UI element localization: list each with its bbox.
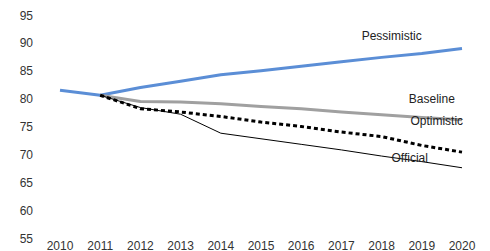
y-tick-label: 75 xyxy=(20,120,34,134)
series-line xyxy=(60,48,462,95)
x-tick-label: 2015 xyxy=(248,239,275,251)
y-tick-label: 90 xyxy=(20,36,34,50)
x-tick-label: 2014 xyxy=(207,239,234,251)
plot-area xyxy=(60,48,462,167)
x-tick-label: 2016 xyxy=(288,239,315,251)
series-line xyxy=(100,95,462,120)
y-tick-label: 70 xyxy=(20,148,34,162)
x-tick-label: 2011 xyxy=(87,239,113,251)
y-tick-label: 55 xyxy=(20,232,34,246)
y-tick-label: 60 xyxy=(20,204,34,218)
series-label: Optimistic xyxy=(410,114,463,128)
x-tick-label: 2010 xyxy=(47,239,74,251)
y-tick-label: 65 xyxy=(20,176,34,190)
chart: 55 60 65 70 75 80 85 90 95 2010 2011 2012 2013 2014 20… xyxy=(0,0,490,251)
x-tick-label: 2013 xyxy=(167,239,194,251)
x-tick-label: 2012 xyxy=(127,239,154,251)
y-tick-label: 95 xyxy=(20,9,34,23)
series-line xyxy=(100,95,462,152)
series-label: Pessimistic xyxy=(362,29,422,43)
x-tick-label: 2017 xyxy=(328,239,355,251)
series-line xyxy=(100,95,462,167)
y-tick-label: 85 xyxy=(20,64,34,78)
series-label: Baseline xyxy=(409,92,455,106)
x-tick-label: 2018 xyxy=(368,239,395,251)
x-tick-label: 2019 xyxy=(408,239,435,251)
y-tick-label: 80 xyxy=(20,92,34,106)
series-label: Official xyxy=(392,151,428,165)
x-tick-label: 2020 xyxy=(449,239,476,251)
